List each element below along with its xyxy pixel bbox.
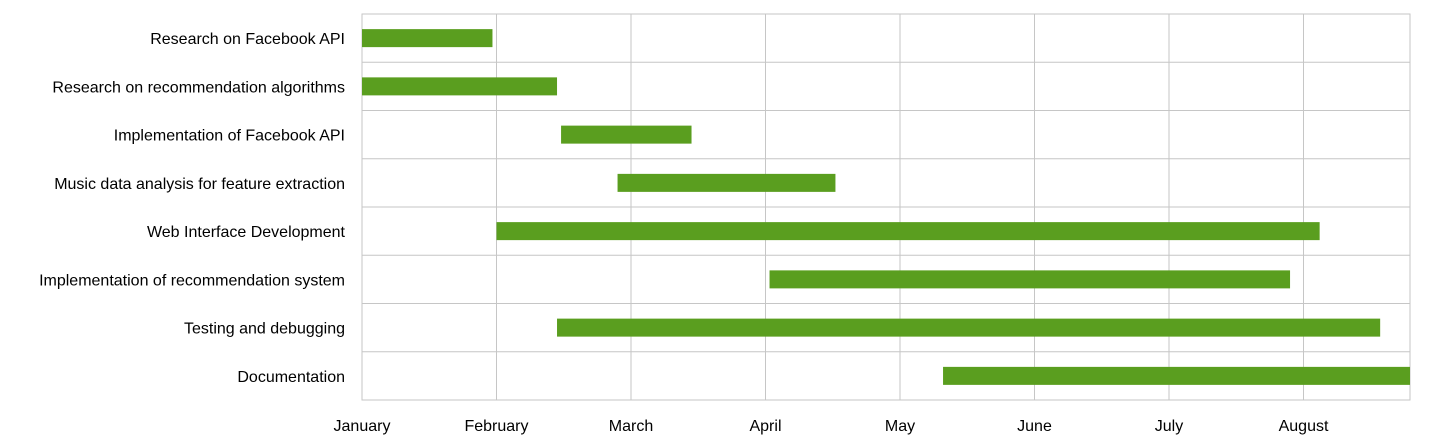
x-tick-label: July [1155,418,1183,435]
task-labels: Research on Facebook API Research on reco… [39,31,345,386]
x-tick-label: March [609,418,653,435]
task-bar [769,270,1291,289]
task-label: Web Interface Development [147,224,346,241]
task-bar [561,125,692,144]
task-bar [557,318,1381,337]
x-tick-label: May [885,418,915,435]
task-bar [362,29,493,48]
task-label: Implementation of Facebook API [114,128,345,145]
task-label: Research on Facebook API [150,31,345,48]
task-label: Music data analysis for feature extracti… [54,176,345,193]
x-tick-label: January [334,418,391,435]
x-axis-ticks: January February March April May June July Augu… [334,418,1329,435]
task-bar [362,77,558,96]
x-tick-label: June [1017,418,1052,435]
task-bar [496,222,1320,241]
task-label: Research on recommendation algorithms [52,79,345,96]
grid [361,13,1411,401]
task-label: Testing and debugging [184,321,345,338]
task-bars [362,29,1410,385]
task-bar [943,366,1410,385]
x-tick-label: April [749,418,781,435]
task-label: Implementation of recommendation system [39,272,345,289]
x-tick-label: August [1279,418,1329,435]
task-label: Documentation [237,369,345,386]
x-tick-label: February [464,418,528,435]
task-bar [617,173,836,192]
